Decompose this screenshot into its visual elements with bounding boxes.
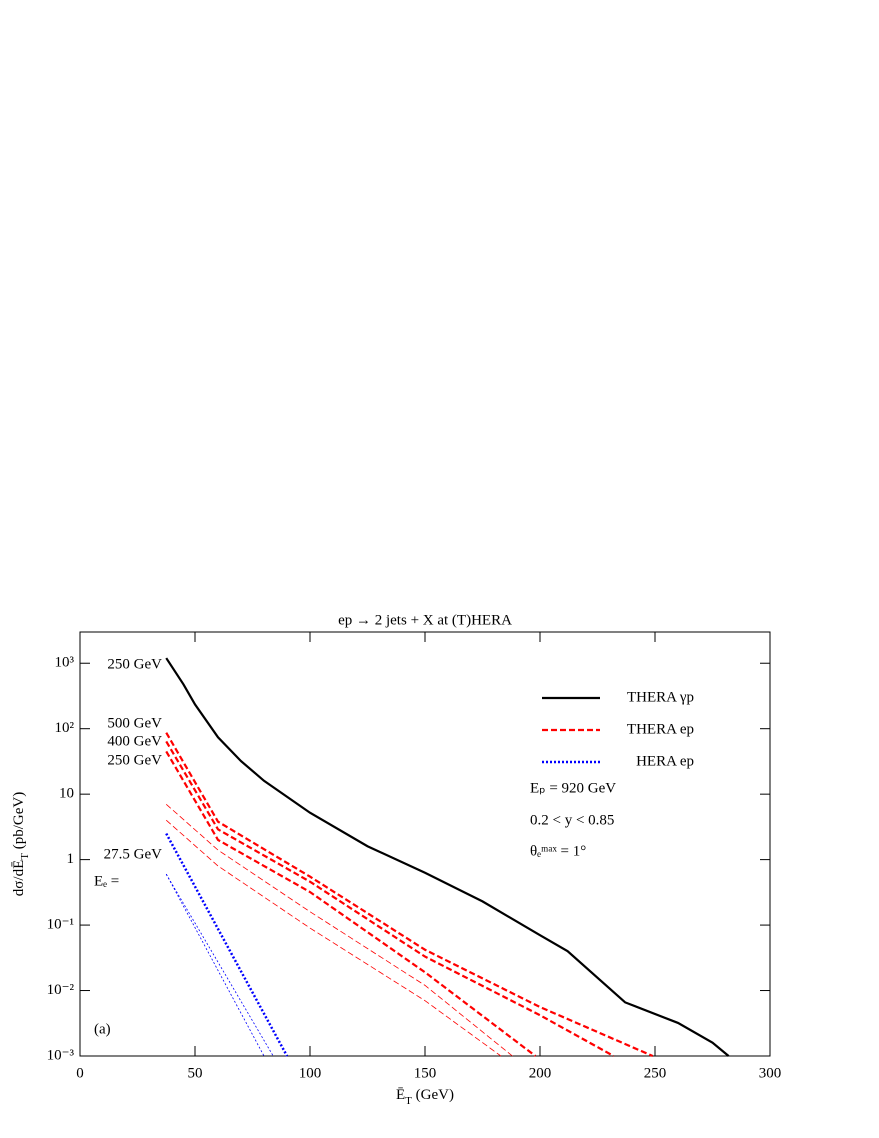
legend-label: THERA γp bbox=[627, 689, 694, 705]
series-line bbox=[165, 803, 513, 1057]
x-tick-label: 0 bbox=[76, 1065, 84, 1081]
chart-title: ep → 2 jets + X at (T)HERA bbox=[338, 612, 512, 628]
x-label-part: (GeV) bbox=[412, 1087, 454, 1103]
y-label-part: (pb/GeV) bbox=[11, 792, 27, 853]
series-line bbox=[165, 832, 289, 1057]
annotation: Eₚ = 920 GeV bbox=[530, 780, 616, 796]
y-tick-label: 1 bbox=[67, 851, 75, 867]
annotation: 250 GeV bbox=[107, 752, 162, 768]
x-tick-label: 300 bbox=[759, 1065, 782, 1081]
annotation: 27.5 GeV bbox=[104, 846, 162, 862]
legend-label: HERA ep bbox=[636, 753, 694, 769]
annotation: θₑᵐᵃˣ = 1° bbox=[530, 843, 586, 859]
x-label-sub: T bbox=[405, 1095, 412, 1107]
annotation: 500 GeV bbox=[107, 715, 162, 731]
y-label-part: dσ/dĒ bbox=[11, 860, 27, 896]
legend-label: THERA ep bbox=[627, 721, 694, 737]
y-label-sub: T bbox=[19, 853, 31, 860]
x-tick-label: 150 bbox=[414, 1065, 437, 1081]
series-line bbox=[165, 819, 502, 1057]
y-tick-label: 10³ bbox=[55, 655, 75, 671]
series-line bbox=[165, 750, 537, 1057]
y-axis-label: dσ/dĒT (pb/GeV) bbox=[11, 792, 30, 896]
annotation: 0.2 < y < 0.85 bbox=[530, 812, 614, 828]
y-tick-label: 10⁻² bbox=[47, 982, 75, 998]
annotation: 400 GeV bbox=[107, 733, 162, 749]
annotation: 250 GeV bbox=[107, 656, 162, 672]
y-tick-label: 10 bbox=[59, 786, 74, 802]
series-line bbox=[165, 732, 654, 1058]
y-tick-label: 10⁻¹ bbox=[47, 917, 74, 933]
series-line bbox=[165, 873, 274, 1057]
x-tick-label: 100 bbox=[299, 1065, 322, 1081]
x-tick-label: 200 bbox=[529, 1065, 552, 1081]
x-tick-label: 250 bbox=[644, 1065, 667, 1081]
annotation: (a) bbox=[94, 1021, 111, 1037]
y-tick-label: 10⁻³ bbox=[47, 1047, 75, 1063]
series-line bbox=[165, 740, 615, 1057]
x-label-part: Ē bbox=[396, 1087, 405, 1103]
annotation: Eₑ = bbox=[94, 873, 119, 889]
x-tick-label: 50 bbox=[188, 1065, 203, 1081]
y-tick-label: 10² bbox=[55, 720, 75, 736]
series-line bbox=[165, 873, 265, 1057]
series-line bbox=[165, 657, 730, 1057]
x-axis-label: ĒT (GeV) bbox=[396, 1087, 454, 1106]
